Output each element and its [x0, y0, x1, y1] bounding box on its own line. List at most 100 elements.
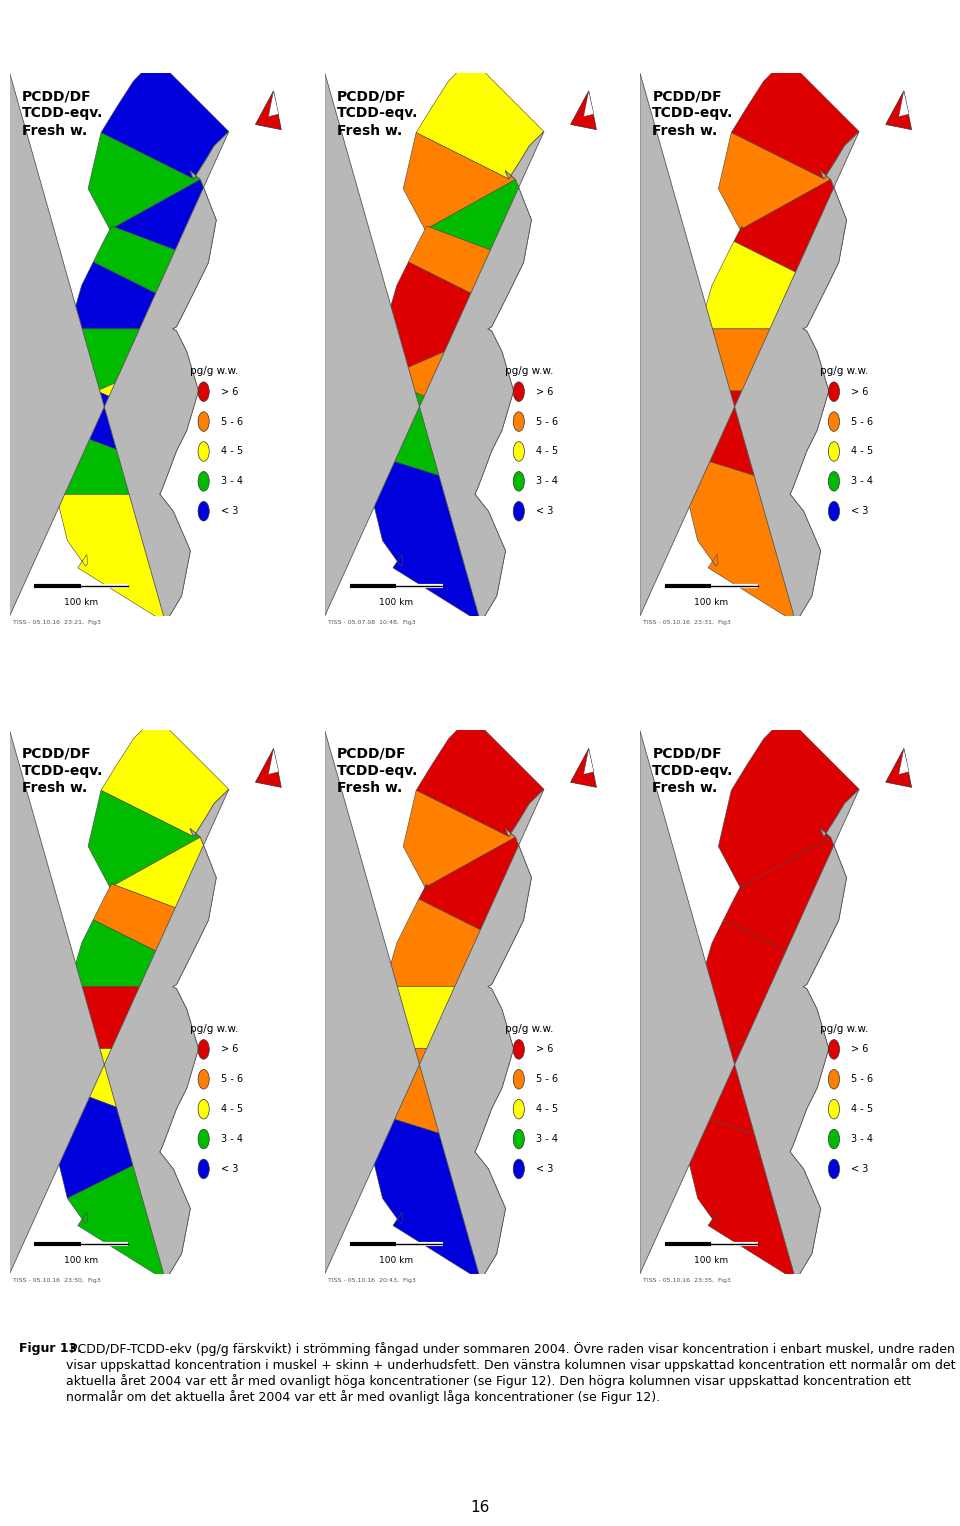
Polygon shape — [899, 92, 909, 116]
Circle shape — [828, 472, 840, 491]
Polygon shape — [57, 494, 190, 623]
Text: 5 - 6: 5 - 6 — [852, 1074, 874, 1085]
Circle shape — [514, 1129, 524, 1149]
Polygon shape — [718, 133, 830, 230]
Text: 100 km: 100 km — [64, 1256, 98, 1265]
Text: PCDD/DF
TCDD-eqv.
Fresh w.: PCDD/DF TCDD-eqv. Fresh w. — [22, 746, 104, 795]
Polygon shape — [88, 790, 201, 888]
Polygon shape — [379, 389, 502, 488]
Polygon shape — [372, 1114, 506, 1280]
Polygon shape — [403, 790, 516, 888]
Polygon shape — [101, 716, 228, 836]
Text: 100 km: 100 km — [379, 1256, 413, 1265]
Circle shape — [828, 502, 840, 520]
Text: PCDD/DF
TCDD-eqv.
Fresh w.: PCDD/DF TCDD-eqv. Fresh w. — [337, 746, 419, 795]
Text: PCDD/DF
TCDD-eqv.
Fresh w.: PCDD/DF TCDD-eqv. Fresh w. — [653, 89, 733, 137]
Polygon shape — [88, 133, 201, 230]
Text: 3 - 4: 3 - 4 — [852, 1134, 873, 1144]
Polygon shape — [584, 92, 594, 116]
Text: < 3: < 3 — [852, 1164, 869, 1173]
Text: < 3: < 3 — [852, 507, 869, 516]
Polygon shape — [269, 749, 278, 774]
Circle shape — [198, 1099, 209, 1119]
Text: < 3: < 3 — [536, 507, 553, 516]
Text: TISS - 05.10.16  23:21,  Fig3: TISS - 05.10.16 23:21, Fig3 — [12, 621, 101, 626]
Circle shape — [828, 1129, 840, 1149]
Polygon shape — [640, 731, 859, 1280]
Polygon shape — [255, 92, 281, 130]
Polygon shape — [67, 1152, 190, 1280]
Polygon shape — [69, 920, 186, 987]
Text: 5 - 6: 5 - 6 — [221, 1074, 243, 1085]
Text: TISS - 05.10.16  23:50,  Fig3: TISS - 05.10.16 23:50, Fig3 — [12, 1279, 101, 1283]
Text: PCDD/DF
TCDD-eqv.
Fresh w.: PCDD/DF TCDD-eqv. Fresh w. — [653, 746, 733, 795]
Polygon shape — [718, 716, 859, 888]
Text: pg/g w.w.: pg/g w.w. — [505, 1024, 553, 1033]
Polygon shape — [694, 1009, 828, 1146]
Circle shape — [828, 412, 840, 432]
Polygon shape — [372, 456, 506, 623]
Text: 4 - 5: 4 - 5 — [221, 447, 243, 456]
Text: 3 - 4: 3 - 4 — [221, 1134, 243, 1144]
Text: Figur 13.: Figur 13. — [19, 1341, 82, 1355]
Circle shape — [198, 441, 209, 461]
Text: pg/g w.w.: pg/g w.w. — [820, 1024, 869, 1033]
Text: pg/g w.w.: pg/g w.w. — [190, 1024, 238, 1033]
Text: 4 - 5: 4 - 5 — [852, 1105, 874, 1114]
Circle shape — [198, 382, 209, 401]
Polygon shape — [269, 92, 278, 116]
Text: 3 - 4: 3 - 4 — [536, 1134, 558, 1144]
Text: 100 km: 100 km — [694, 598, 729, 607]
Polygon shape — [700, 920, 817, 1051]
Polygon shape — [255, 749, 281, 787]
Text: 4 - 5: 4 - 5 — [221, 1105, 243, 1114]
Polygon shape — [419, 838, 532, 945]
Text: < 3: < 3 — [536, 1164, 553, 1173]
Circle shape — [514, 1160, 524, 1178]
Polygon shape — [10, 731, 228, 1280]
Circle shape — [828, 1070, 840, 1090]
Text: TISS - 05.10.16  20:43,  Fig3: TISS - 05.10.16 20:43, Fig3 — [328, 1279, 416, 1283]
Text: pg/g w.w.: pg/g w.w. — [190, 366, 238, 375]
Circle shape — [514, 502, 524, 520]
Circle shape — [514, 382, 524, 401]
Circle shape — [514, 1039, 524, 1059]
Polygon shape — [73, 389, 187, 470]
Text: 5 - 6: 5 - 6 — [536, 1074, 558, 1085]
Polygon shape — [700, 330, 828, 394]
Polygon shape — [416, 58, 544, 179]
Text: TISS - 05.10.16  23:35,  Fig3: TISS - 05.10.16 23:35, Fig3 — [643, 1279, 731, 1283]
Text: PCDD/DF
TCDD-eqv.
Fresh w.: PCDD/DF TCDD-eqv. Fresh w. — [22, 89, 104, 137]
Polygon shape — [73, 1047, 199, 1128]
Polygon shape — [425, 180, 532, 262]
Circle shape — [514, 441, 524, 461]
Text: 5 - 6: 5 - 6 — [852, 417, 874, 427]
Polygon shape — [324, 73, 544, 623]
Text: < 3: < 3 — [221, 507, 238, 516]
Polygon shape — [640, 73, 859, 623]
Text: 100 km: 100 km — [379, 598, 413, 607]
Text: TISS - 05.10.16  23:31,  Fig3: TISS - 05.10.16 23:31, Fig3 — [643, 621, 731, 626]
Circle shape — [514, 1099, 524, 1119]
Polygon shape — [93, 226, 208, 308]
Polygon shape — [372, 716, 636, 1225]
Polygon shape — [686, 58, 950, 568]
Text: > 6: > 6 — [221, 1044, 238, 1054]
Text: 5 - 6: 5 - 6 — [536, 417, 558, 427]
Polygon shape — [57, 1091, 170, 1198]
Polygon shape — [69, 262, 186, 330]
Polygon shape — [584, 749, 594, 774]
Polygon shape — [93, 884, 208, 966]
Polygon shape — [372, 58, 636, 568]
Polygon shape — [384, 899, 512, 987]
Polygon shape — [733, 180, 847, 287]
Text: > 6: > 6 — [221, 386, 238, 397]
Circle shape — [198, 1160, 209, 1178]
Polygon shape — [732, 58, 859, 179]
Text: 3 - 4: 3 - 4 — [852, 476, 873, 487]
Polygon shape — [109, 180, 216, 262]
Text: 4 - 5: 4 - 5 — [536, 1105, 558, 1114]
Circle shape — [514, 412, 524, 432]
Text: 100 km: 100 km — [694, 1256, 729, 1265]
Text: TISS - 05.07.08  10:48,  Fig3: TISS - 05.07.08 10:48, Fig3 — [328, 621, 416, 626]
